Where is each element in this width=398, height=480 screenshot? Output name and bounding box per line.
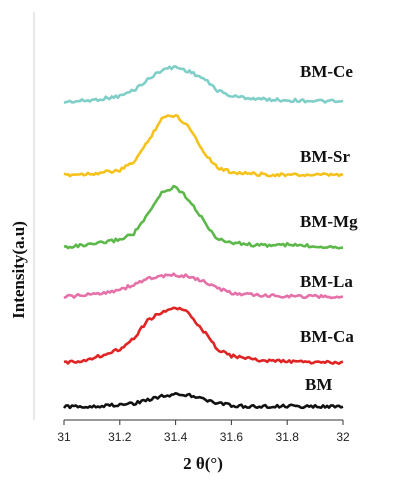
series-line-bm-la (63, 272, 344, 300)
x-tick-label: 31.8 (276, 430, 300, 444)
x-tick-label: 31.2 (108, 430, 132, 444)
series-label-bm-la: BM-La (300, 272, 353, 291)
series-label-bm-ca: BM-Ca (300, 327, 354, 346)
series-label-bm-ce: BM-Ce (300, 62, 353, 81)
x-tick-label: 31 (57, 430, 71, 444)
series-line-bm-sr (63, 114, 344, 178)
x-axis-title: 2 θ(°) (183, 454, 223, 473)
series-label-bm-mg: BM-Mg (300, 212, 358, 231)
series-line-bm (62, 392, 344, 410)
x-tick-label: 31.4 (164, 430, 188, 444)
x-tick-label: 31.6 (220, 430, 244, 444)
series-line-bm-ce (63, 65, 344, 105)
series-line-bm-ca (63, 306, 344, 365)
series-line-bm-mg (63, 184, 344, 250)
x-axis-ticks: 31 31.2 31.4 31.6 31.8 32 (57, 420, 350, 444)
series-label-bm-sr: BM-Sr (300, 147, 351, 166)
x-tick-label: 32 (336, 430, 350, 444)
series-label-bm: BM (305, 375, 332, 394)
y-axis-title: Intensity(a.u) (9, 221, 28, 319)
series-layer (62, 65, 344, 410)
series-label-layer: BM-Ce BM-Sr BM-Mg BM-La BM-Ca BM (300, 62, 358, 394)
